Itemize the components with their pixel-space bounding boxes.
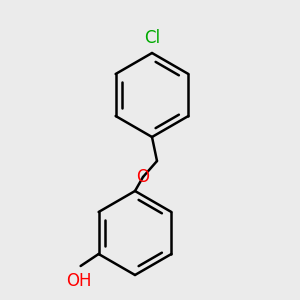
Text: Cl: Cl	[144, 29, 160, 47]
Text: O: O	[136, 168, 149, 186]
Text: OH: OH	[66, 272, 92, 290]
